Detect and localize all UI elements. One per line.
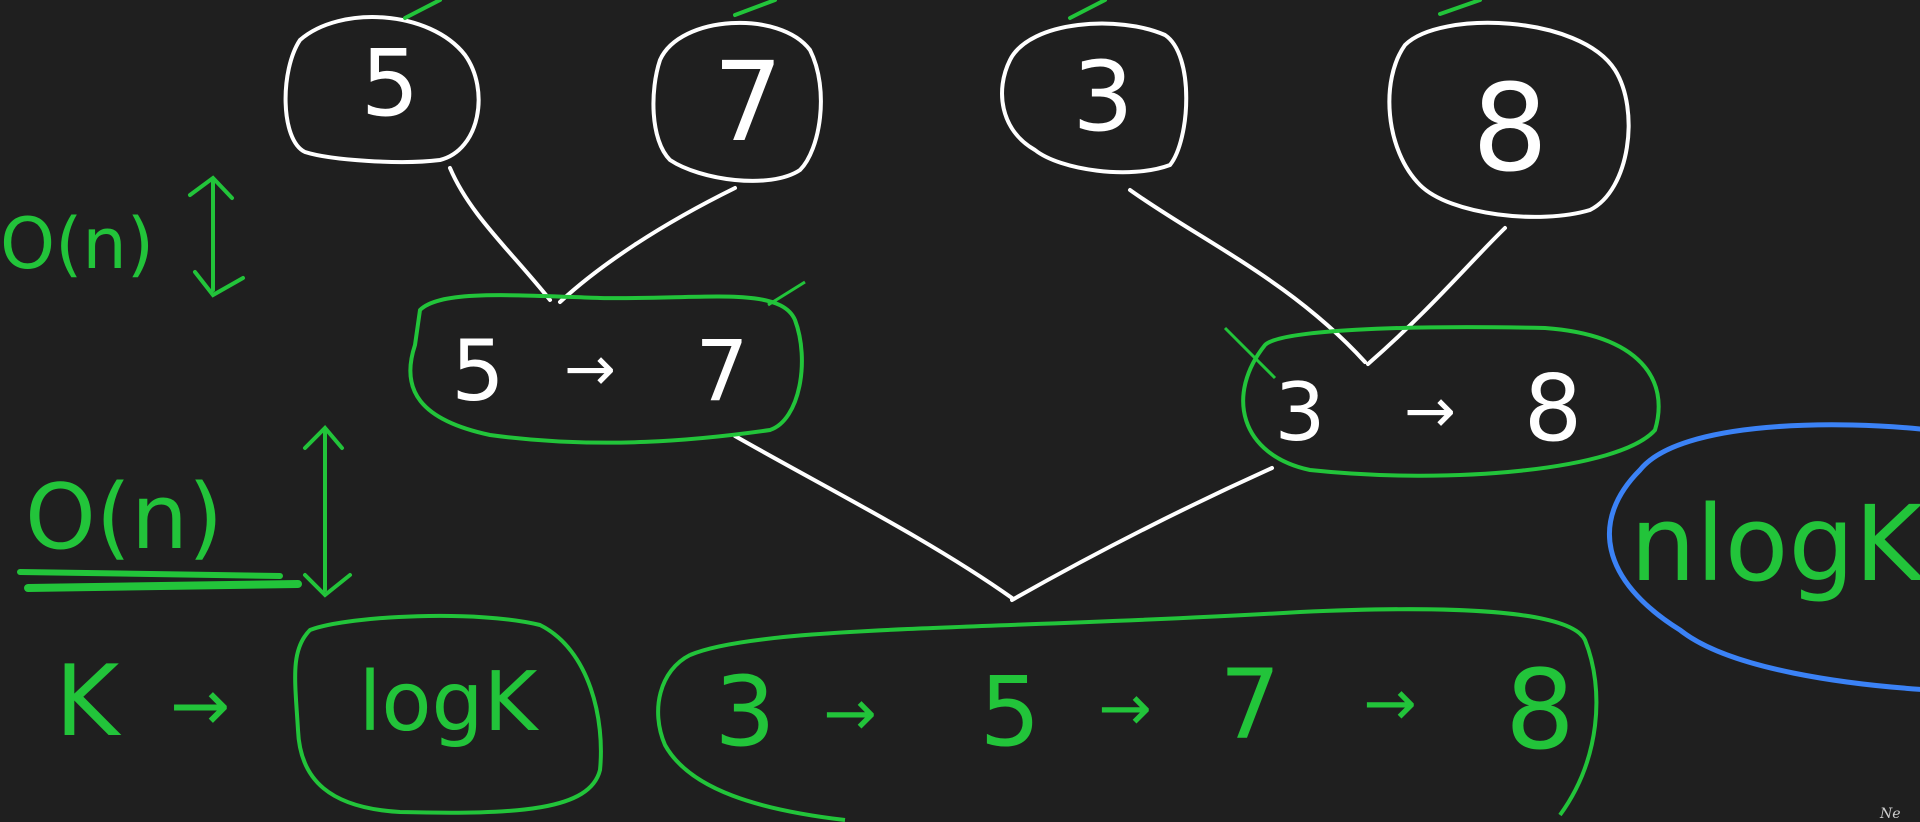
leaf-node-3: 3: [1000, 21, 1189, 175]
level1-cost: O(n): [0, 203, 154, 285]
tree-edges: [448, 166, 1507, 602]
level1-cost-annotation: O(n): [0, 175, 245, 298]
pair-left-value: 3: [1275, 366, 1326, 459]
pair-right-value: 7: [695, 322, 748, 420]
final-value-1: 3: [714, 656, 775, 768]
leaf-node-4: 8: [1387, 20, 1631, 219]
final-merged-list: 3 → 5 → 7 → 8: [656, 607, 1599, 822]
total-complexity: nlogK: [1607, 422, 1920, 692]
watermark: Ne: [1879, 806, 1901, 822]
pair-arrow: →: [564, 332, 616, 405]
leaf-node-2: 7: [651, 20, 823, 183]
leaf-value: 5: [361, 30, 420, 137]
pair-right-value: 8: [1524, 355, 1583, 462]
final-value-4: 8: [1505, 646, 1575, 774]
final-value-3: 7: [1219, 649, 1280, 761]
levels-prefix: K: [55, 645, 122, 759]
total-complexity-value: nlogK: [1630, 483, 1920, 605]
pair-arrow: →: [1404, 374, 1456, 447]
level2-cost: O(n): [25, 465, 223, 570]
final-arrow-1: →: [823, 677, 877, 751]
levels-value: logK: [359, 655, 540, 750]
pair-left-value: 5: [451, 322, 504, 420]
leaf-value: 7: [713, 38, 783, 166]
leaf-check-marks: [403, 0, 1482, 20]
final-arrow-2: →: [1098, 672, 1152, 746]
levels-annotation: K → logK: [55, 613, 603, 815]
merged-pair-2: 3 → 8: [1223, 325, 1661, 478]
levels-arrow: →: [170, 663, 230, 747]
final-value-2: 5: [979, 656, 1040, 768]
leaf-node-1: 5: [283, 15, 481, 164]
leaf-value: 8: [1472, 60, 1548, 199]
leaf-value: 3: [1072, 41, 1133, 153]
levels-value-outline: [293, 613, 603, 815]
final-arrow-3: →: [1363, 667, 1417, 741]
merged-pair-1: 5 → 7: [408, 280, 806, 445]
level2-cost-annotation: O(n): [17, 425, 352, 598]
